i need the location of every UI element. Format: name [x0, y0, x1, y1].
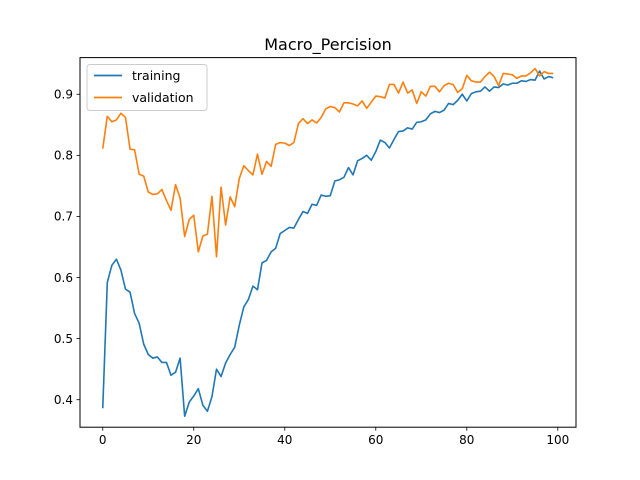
chart-title: Macro_Percision: [264, 35, 392, 55]
x-tick-label: 20: [186, 433, 201, 447]
x-tick-label: 80: [459, 433, 474, 447]
plot-lines: [101, 67, 554, 418]
x-tick-label: 100: [546, 433, 569, 447]
y-tick-label: 0.8: [54, 149, 73, 163]
legend-label-validation: validation: [132, 90, 194, 105]
y-tick-label: 0.6: [54, 271, 73, 285]
x-tick-label: 40: [277, 433, 292, 447]
series-line-validation: [101, 67, 554, 258]
y-tick-label: 0.4: [54, 393, 73, 407]
plot-frame: [79, 57, 577, 428]
x-tick-label: 0: [99, 433, 107, 447]
y-tick-label: 0.9: [54, 88, 73, 102]
y-axis: 0.4 0.5 0.6 0.7 0.8 0.9: [54, 88, 80, 407]
legend-label-training: training: [132, 68, 180, 83]
y-tick-label: 0.7: [54, 210, 73, 224]
x-axis: 0 20 40 60 80 100: [99, 427, 569, 447]
legend: training validation: [86, 64, 208, 111]
series-line-training: [101, 70, 554, 418]
x-tick-label: 60: [368, 433, 383, 447]
y-tick-label: 0.5: [54, 332, 73, 346]
